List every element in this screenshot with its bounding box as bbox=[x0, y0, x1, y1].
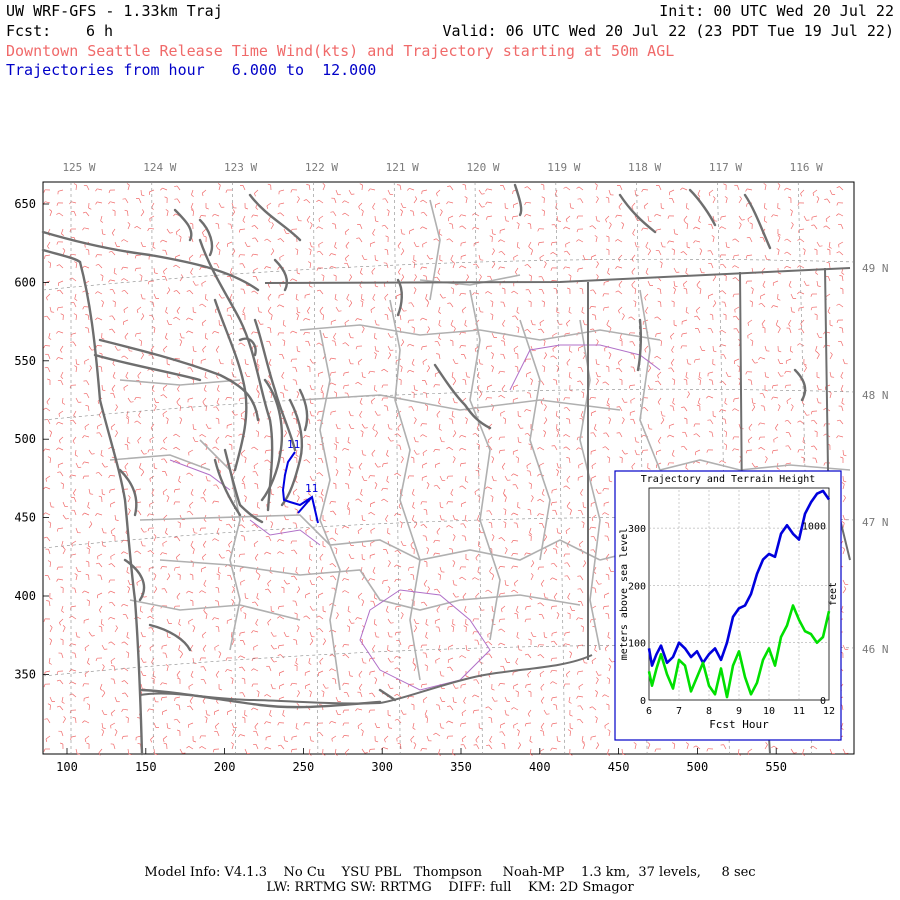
inset-title: Trajectory and Terrain Height bbox=[641, 474, 816, 485]
product-description: Downtown Seattle Release Time Wind(kts) … bbox=[6, 42, 675, 60]
trajectory bbox=[281, 451, 319, 524]
inset-x-tick: 7 bbox=[676, 706, 682, 717]
inset-series bbox=[647, 489, 831, 699]
longitude-label: 122 W bbox=[305, 161, 338, 174]
inset-y-ticks-right: 0 1000 bbox=[802, 521, 826, 707]
inset-y-tick-right: 0 bbox=[820, 696, 826, 707]
latitude-label: 48 N bbox=[862, 389, 889, 402]
x-tick-label: 350 bbox=[450, 760, 472, 774]
y-tick-label: 400 bbox=[14, 589, 36, 603]
y-tick-label: 500 bbox=[14, 432, 36, 446]
x-tick-label: 450 bbox=[608, 760, 630, 774]
latitude-label: 46 N bbox=[862, 643, 889, 656]
model-title: UW WRF-GFS - 1.33km Traj bbox=[6, 2, 223, 20]
longitude-label: 121 W bbox=[386, 161, 419, 174]
inset-y-tick-left: 0 bbox=[640, 696, 646, 707]
x-tick-label: 100 bbox=[56, 760, 78, 774]
inset-x-tick: 8 bbox=[706, 706, 712, 717]
inset-x-tick: 6 bbox=[646, 706, 652, 717]
trajectory-height-line bbox=[647, 489, 831, 667]
y-tick-label: 550 bbox=[14, 354, 36, 368]
inset-x-ticks: 6 7 8 9 10 11 12 bbox=[646, 706, 835, 717]
footer-model-info: Model Info: V4.1.3 No Cu YSU PBL Thompso… bbox=[144, 865, 756, 880]
coastline bbox=[41, 183, 807, 756]
inset-y-tick-right: 1000 bbox=[802, 521, 826, 532]
latitude-label: 47 N bbox=[862, 516, 889, 529]
x-tick-label: 300 bbox=[371, 760, 393, 774]
inset-x-tick: 9 bbox=[736, 706, 742, 717]
footer-physics-info: LW: RRTMG SW: RRTMG DIFF: full KM: 2D Sm… bbox=[266, 880, 634, 895]
longitude-labels: 125 W 124 W 123 W 122 W 121 W 120 W 119 W 118 W… bbox=[62, 161, 823, 174]
valid-time: Valid: 06 UTC Wed 20 Jul 22 (23 PDT Tue … bbox=[442, 22, 894, 40]
longitude-label: 124 W bbox=[143, 161, 176, 174]
x-tick-label: 500 bbox=[687, 760, 709, 774]
inset-y-ticks-left: 0 100 200 300 bbox=[628, 524, 646, 707]
x-tick-label: 250 bbox=[293, 760, 315, 774]
inset-ylabel-left: meters above sea level bbox=[619, 528, 630, 660]
x-tick-labels: 100 150 200 250 300 350 400 450 500 550 bbox=[56, 748, 787, 774]
trajectory-marker-end: 11 bbox=[305, 482, 318, 495]
trajectory-range: Trajectories from hour 6.000 to 12.000 bbox=[6, 61, 376, 79]
trajectory-marker-start: 11 bbox=[287, 438, 300, 451]
longitude-label: 118 W bbox=[628, 161, 661, 174]
y-tick-label: 600 bbox=[14, 275, 36, 289]
latitude-label: 49 N bbox=[862, 262, 889, 275]
wind-barbs bbox=[43, 183, 849, 756]
trajectory-prefix: Trajectories from hour bbox=[6, 61, 205, 79]
forecast-label: Fcst: bbox=[6, 22, 52, 40]
inset-y-tick-left: 300 bbox=[628, 524, 646, 535]
longitude-label: 120 W bbox=[466, 161, 499, 174]
y-tick-label: 650 bbox=[14, 197, 36, 211]
inset-y-tick-left: 100 bbox=[628, 639, 646, 650]
trajectory-end: 12.000 bbox=[322, 61, 377, 79]
longitude-label: 125 W bbox=[62, 161, 95, 174]
longitude-label: 117 W bbox=[709, 161, 742, 174]
y-tick-label: 350 bbox=[14, 667, 36, 681]
inset-xlabel: Fcst Hour bbox=[709, 718, 769, 731]
longitude-label: 119 W bbox=[547, 161, 580, 174]
y-tick-labels: 650 600 550 500 450 400 350 bbox=[14, 197, 49, 681]
trajectory-start: 6.000 bbox=[231, 61, 277, 79]
x-tick-label: 200 bbox=[214, 760, 236, 774]
trajectory-to: to bbox=[285, 61, 305, 79]
longitude-label: 123 W bbox=[224, 161, 257, 174]
longitude-label: 116 W bbox=[790, 161, 823, 174]
inset-x-tick: 12 bbox=[823, 706, 835, 717]
latitude-labels: 49 N 48 N 47 N 46 N bbox=[862, 262, 889, 656]
inset-x-tick: 11 bbox=[793, 706, 805, 717]
x-tick-label: 400 bbox=[529, 760, 551, 774]
inset-panel: Trajectory and Terrain Height 6 7 8 9 10 11 12… bbox=[614, 470, 842, 741]
init-time: Init: 00 UTC Wed 20 Jul 22 bbox=[659, 2, 894, 20]
y-tick-label: 450 bbox=[14, 511, 36, 525]
inset-x-tick: 10 bbox=[763, 706, 775, 717]
forecast-value: 6 h bbox=[86, 22, 114, 40]
inset-ylabel-right: feet bbox=[828, 582, 839, 606]
county-boundaries bbox=[109, 199, 851, 691]
terrain-height-line bbox=[647, 604, 831, 699]
x-tick-label: 150 bbox=[135, 760, 157, 774]
x-tick-label: 550 bbox=[765, 760, 787, 774]
inset-y-tick-left: 200 bbox=[628, 581, 646, 592]
